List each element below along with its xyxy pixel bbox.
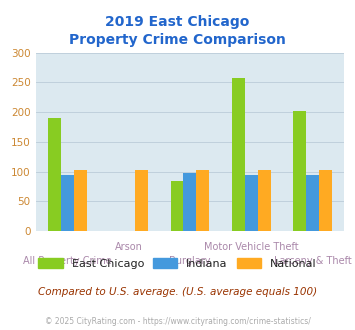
Bar — [306, 175, 319, 231]
Bar — [293, 111, 306, 231]
Text: Compared to U.S. average. (U.S. average equals 100): Compared to U.S. average. (U.S. average … — [38, 287, 317, 297]
Text: Larceny & Theft: Larceny & Theft — [274, 256, 351, 266]
Bar — [245, 175, 258, 231]
Bar — [184, 173, 196, 231]
Text: 2019 East Chicago
Property Crime Comparison: 2019 East Chicago Property Crime Compari… — [69, 15, 286, 47]
Bar — [258, 170, 271, 231]
Text: Arson: Arson — [115, 242, 143, 252]
Text: Burglary: Burglary — [169, 256, 211, 266]
Bar — [319, 170, 332, 231]
Legend: East Chicago, Indiana, National: East Chicago, Indiana, National — [38, 258, 317, 269]
Text: Motor Vehicle Theft: Motor Vehicle Theft — [204, 242, 299, 252]
Bar — [232, 78, 245, 231]
Bar — [61, 175, 74, 231]
Text: © 2025 CityRating.com - https://www.cityrating.com/crime-statistics/: © 2025 CityRating.com - https://www.city… — [45, 317, 310, 326]
Bar — [74, 170, 87, 231]
Bar — [196, 170, 209, 231]
Bar — [171, 181, 184, 231]
Text: All Property Crime: All Property Crime — [23, 256, 112, 266]
Bar — [48, 118, 61, 231]
Bar — [135, 170, 148, 231]
